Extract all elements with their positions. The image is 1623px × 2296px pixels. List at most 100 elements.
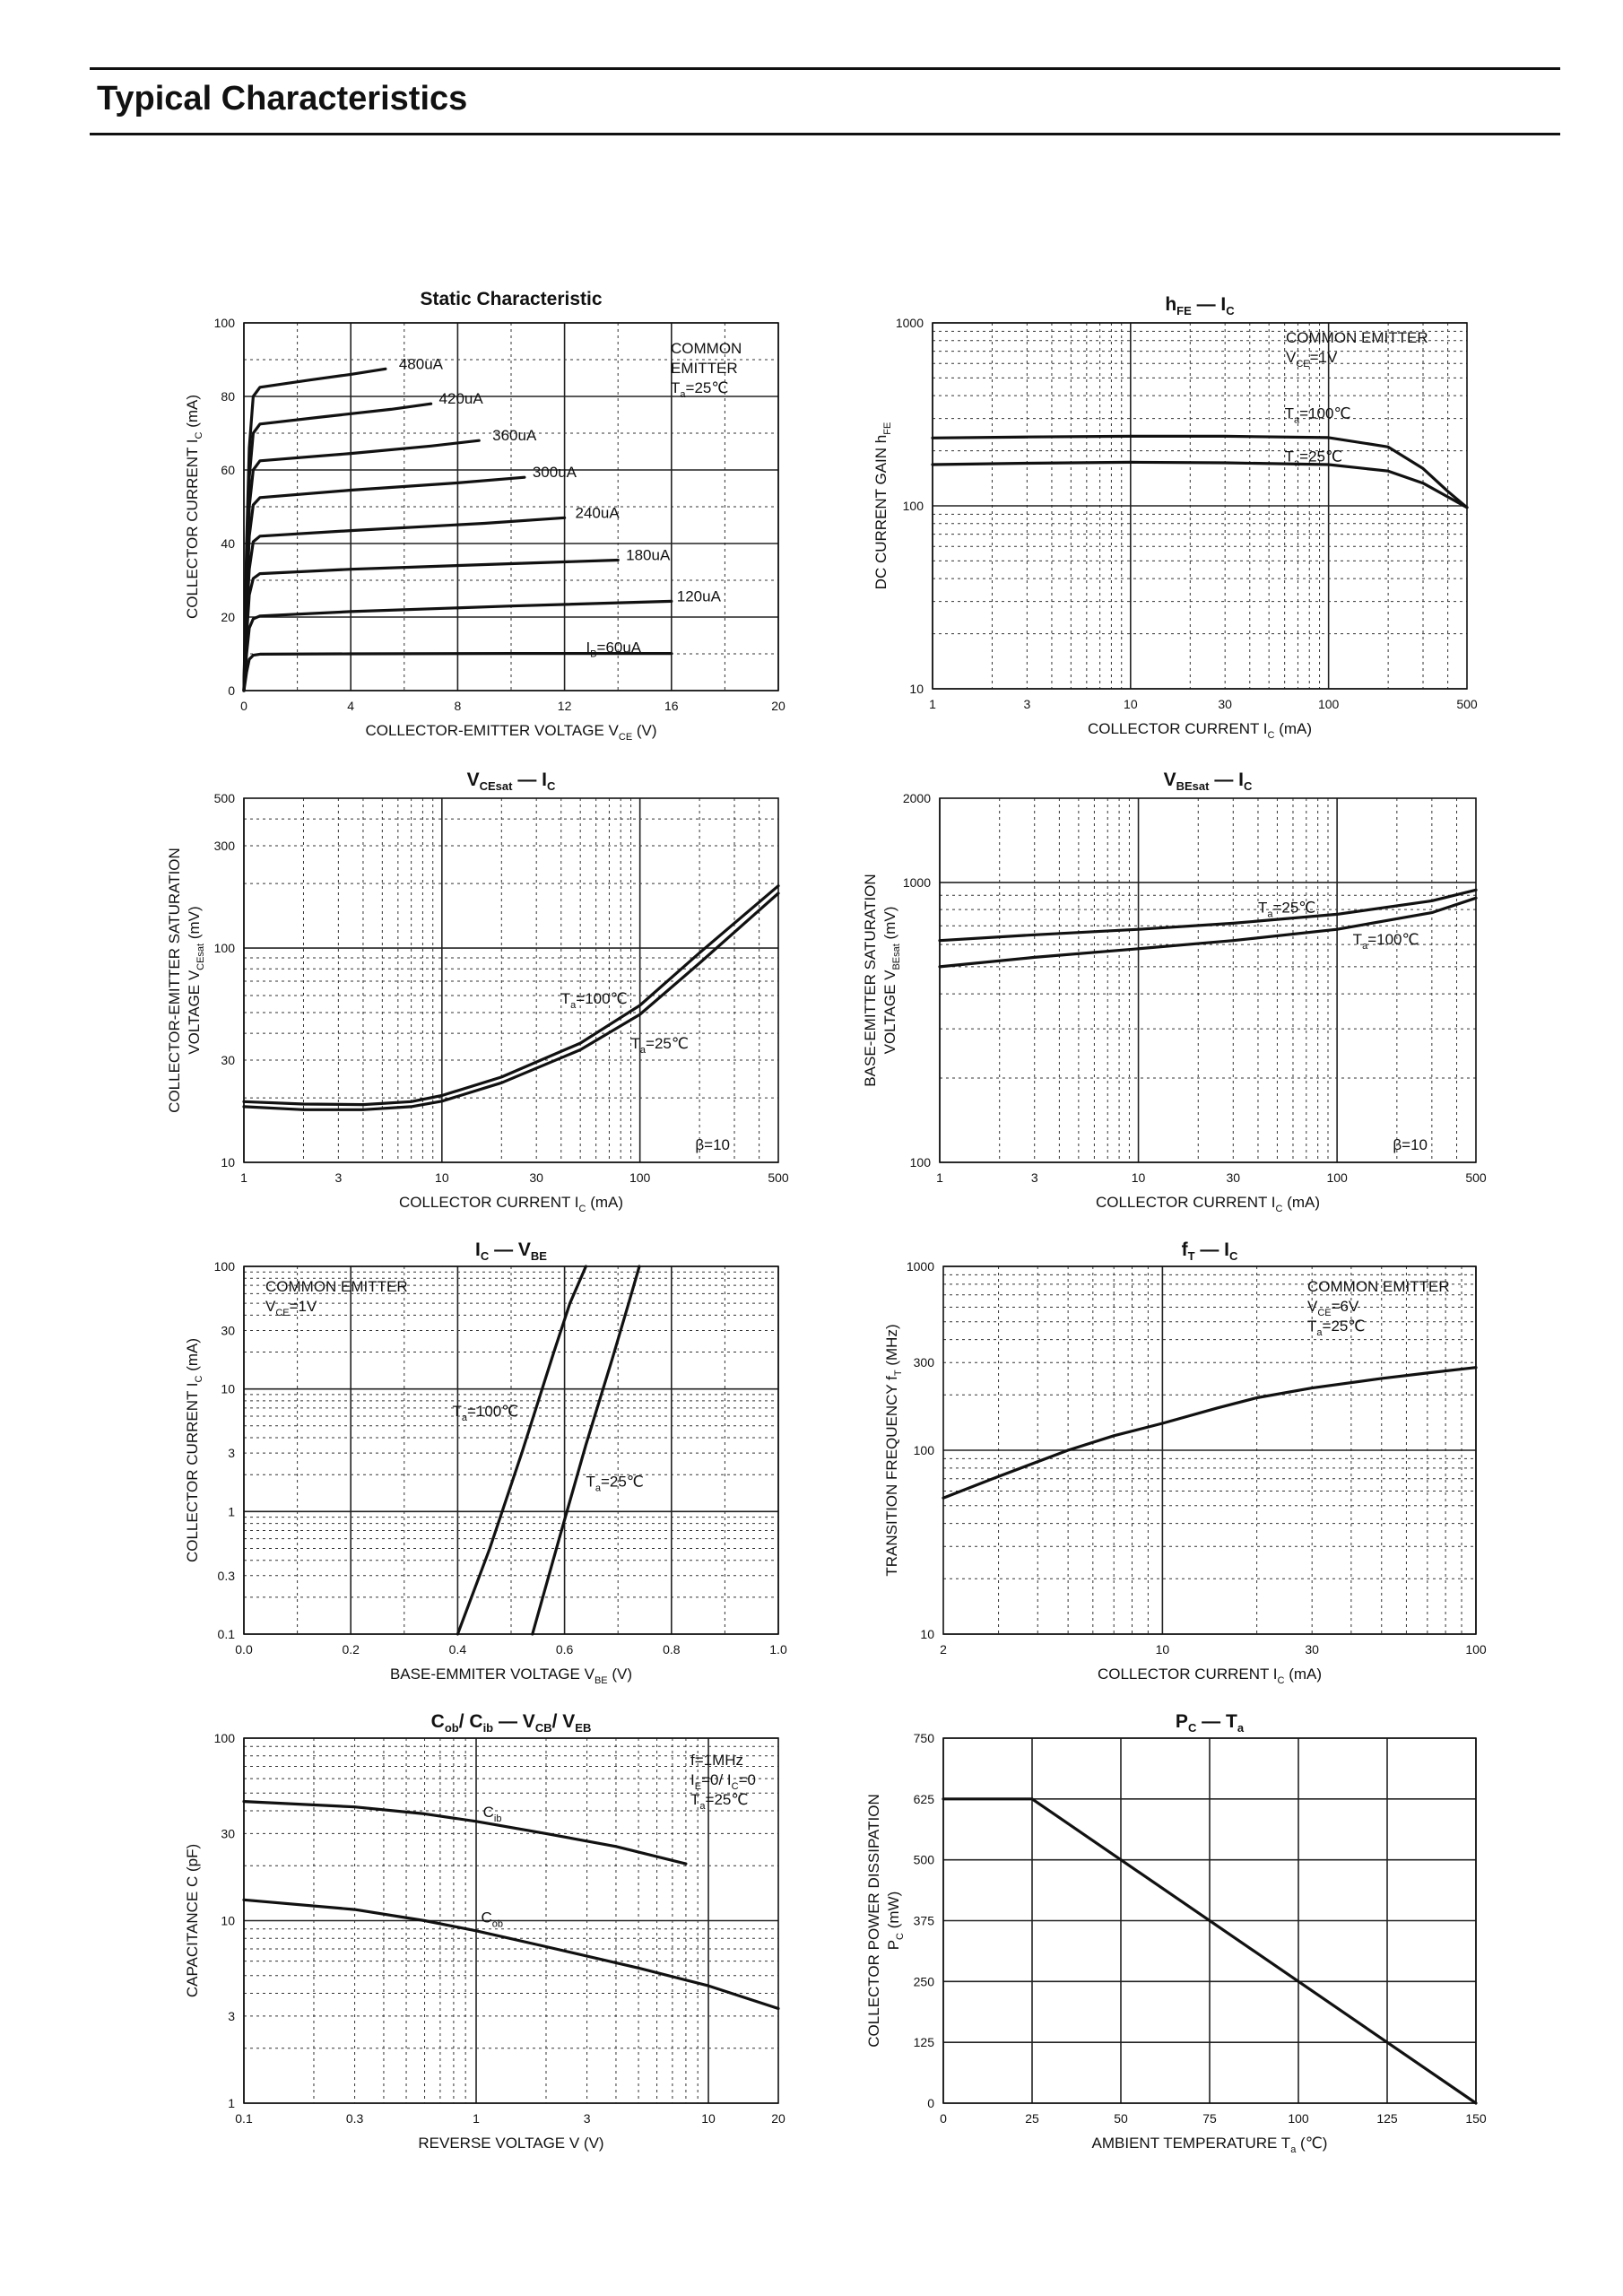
series-line-300ua xyxy=(242,475,526,692)
y-tick-label: 80 xyxy=(221,389,235,404)
series-label-part: =100℃ xyxy=(576,990,627,1007)
chart-title-part: — I xyxy=(1192,294,1227,315)
x-tick-label: 500 xyxy=(1465,1170,1487,1185)
series-label: IB=60uA xyxy=(586,639,641,659)
chart-annotation-part: =25℃ xyxy=(686,379,729,396)
chart-title-part: C xyxy=(481,1249,490,1263)
x-tick-label: 0.2 xyxy=(342,1642,360,1657)
chart-annotation: COMMON EMITTER xyxy=(265,1278,408,1295)
y-axis-label: COLLECTOR-EMITTER SATURATION xyxy=(166,848,183,1113)
y-axis-label-part: C xyxy=(895,1933,906,1940)
series-line-ft xyxy=(942,1366,1478,1500)
x-axis-label-part: (V) xyxy=(608,1665,632,1683)
y-axis-label-part: VOLTAGE V xyxy=(881,970,898,1055)
chart-title-part: FE xyxy=(1176,304,1192,317)
y-tick-label: 100 xyxy=(214,316,236,330)
chart-title-part: / C xyxy=(459,1711,483,1732)
series-label: Cob xyxy=(482,1909,504,1929)
chart-annotation-part: COMMON EMITTER xyxy=(1307,1278,1450,1295)
y-axis-label-part: CEsat xyxy=(195,944,206,970)
y-tick-label: 10 xyxy=(920,1627,934,1641)
x-tick-label: 500 xyxy=(768,1170,789,1185)
y-tick-label: 2000 xyxy=(903,791,931,805)
chart-annotation: Ta=25℃ xyxy=(1307,1318,1365,1338)
x-tick-label: 0.0 xyxy=(235,1642,253,1657)
chart-annotation-part: CE xyxy=(275,1308,289,1318)
chart-title-part: ib xyxy=(483,1721,494,1735)
plot-frame xyxy=(243,322,779,691)
series-label-part: 180uA xyxy=(626,546,671,563)
x-tick-label: 0.6 xyxy=(556,1642,574,1657)
chart-title-part: P xyxy=(1176,1711,1188,1732)
x-tick-label: 100 xyxy=(1288,2111,1309,2126)
plot-frame xyxy=(243,1265,779,1635)
chart-title-part: V xyxy=(1164,770,1176,790)
y-axis-label-part: (mV) xyxy=(881,907,898,944)
series-label-part: a xyxy=(1294,415,1300,426)
chart-annotation: EMITTER xyxy=(671,360,738,377)
y-axis-label: PC (mW) xyxy=(885,1892,906,1951)
chart-annotation-part: =0 xyxy=(739,1771,756,1788)
series-label: Ta=25℃ xyxy=(631,1035,689,1056)
x-tick-label: 1 xyxy=(929,697,936,711)
y-tick-label: 10 xyxy=(909,682,924,696)
chart-title-part: — V xyxy=(493,1711,535,1732)
series-label-part: C xyxy=(482,1909,492,1926)
x-axis-label-part: COLLECTOR CURRENT I xyxy=(1096,1194,1276,1211)
y-tick-label: 1000 xyxy=(903,875,931,890)
plot-frame xyxy=(942,1265,1477,1635)
y-axis-label-part: DC CURRENT GAIN h xyxy=(872,435,890,590)
x-tick-label: 1 xyxy=(936,1170,943,1185)
series-label-part: ib xyxy=(494,1813,502,1824)
x-axis-label: REVERSE VOLTAGE V (V) xyxy=(418,2135,603,2152)
chart-annotation-part: β=10 xyxy=(695,1136,730,1153)
chart-annotation-part: COMMON EMITTER xyxy=(1286,329,1428,346)
x-tick-label: 0.1 xyxy=(235,2111,253,2126)
series-label-part: a xyxy=(595,1483,602,1493)
series-label: Ta=100℃ xyxy=(561,990,628,1011)
y-axis-label-part: (mV) xyxy=(186,906,203,944)
series-line-ta-25- xyxy=(938,888,1478,943)
x-axis-label: COLLECTOR-EMITTER VOLTAGE VCE (V) xyxy=(365,722,656,743)
y-axis-label-part: C xyxy=(194,431,204,439)
series-label-part: 240uA xyxy=(576,504,621,521)
y-axis-label-part: T xyxy=(893,1370,904,1376)
y-tick-label: 500 xyxy=(214,791,236,805)
series-label-part: =100℃ xyxy=(1367,931,1419,948)
y-tick-label: 500 xyxy=(914,1853,935,1867)
page-title: Typical Characteristics xyxy=(97,80,468,117)
x-axis-label-part: COLLECTOR CURRENT I xyxy=(399,1194,579,1211)
x-tick-label: 30 xyxy=(1305,1642,1319,1657)
grid xyxy=(939,797,1477,1163)
x-tick-label: 100 xyxy=(1318,697,1340,711)
x-axis-label-part: C xyxy=(1278,1675,1285,1686)
x-axis-label-part: C xyxy=(579,1204,586,1214)
series-line-ta-100- xyxy=(242,884,780,1107)
chart-annotation: VCE=6V xyxy=(1307,1298,1359,1318)
x-tick-label: 0 xyxy=(240,699,247,713)
x-axis-label-part: BASE-EMMITER VOLTAGE V xyxy=(390,1665,595,1683)
chart-title: IC — VBE xyxy=(475,1239,547,1263)
y-tick-label: 30 xyxy=(221,1826,235,1840)
chart-annotation-part: a xyxy=(699,1801,706,1812)
series-line-cob xyxy=(242,1898,780,2011)
series-line-ta-100- xyxy=(938,896,1478,969)
x-tick-label: 20 xyxy=(771,2111,785,2126)
series-label-part: =60uA xyxy=(597,639,642,656)
x-axis-label: COLLECTOR CURRENT IC (mA) xyxy=(1098,1665,1322,1686)
y-axis-label: TRANSITION FREQUENCY fT (MHz) xyxy=(883,1324,904,1576)
x-tick-label: 10 xyxy=(1156,1642,1170,1657)
x-axis-label-part: (V) xyxy=(632,722,656,739)
chart-title-part: — I xyxy=(1195,1239,1230,1260)
chart-title-part: C xyxy=(431,1711,445,1732)
chart-title-part: V xyxy=(467,770,480,790)
x-tick-label: 10 xyxy=(435,1170,449,1185)
y-axis-label: VOLTAGE VCEsat (mV) xyxy=(186,906,206,1054)
chart-title: Cob/ Cib — VCB/ VEB xyxy=(431,1711,592,1735)
x-tick-label: 100 xyxy=(629,1170,651,1185)
x-tick-label: 50 xyxy=(1114,2111,1128,2126)
chart-annotation-part: =1V xyxy=(1310,349,1338,366)
chart-annotation: IE=0/ IC=0 xyxy=(690,1771,756,1792)
